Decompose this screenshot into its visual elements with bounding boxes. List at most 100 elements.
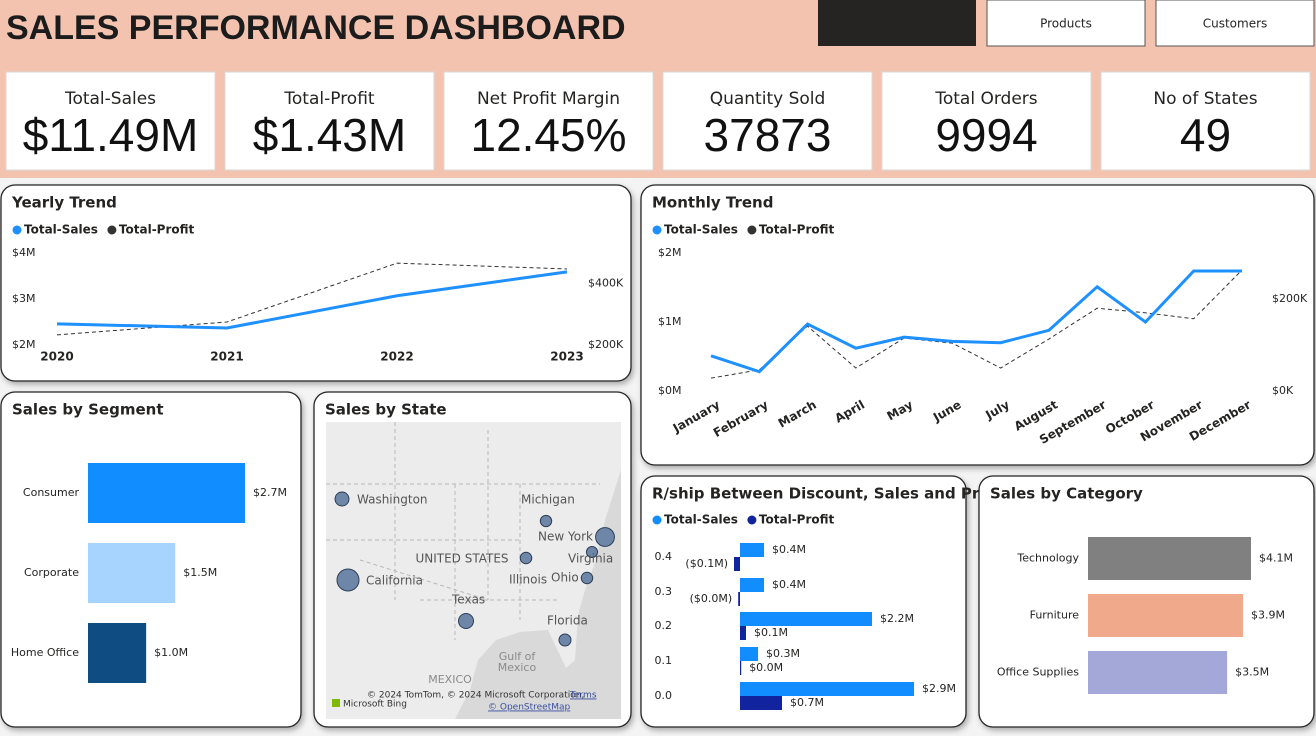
value-label: $0.4M xyxy=(772,543,806,556)
bar xyxy=(738,592,740,606)
kpi-card xyxy=(443,71,654,171)
kpi-card xyxy=(224,71,435,171)
bar xyxy=(1088,594,1244,637)
legend-label: Total-Sales xyxy=(24,223,98,237)
nav-button[interactable] xyxy=(986,0,1146,47)
value-label: $3.5M xyxy=(1235,666,1269,679)
y-tick-label: Home Office xyxy=(11,646,79,659)
y-tick-label: Corporate xyxy=(24,566,79,579)
nav-label[interactable]: Sales xyxy=(881,17,913,31)
dashboard-title: SALES PERFORMANCE DASHBOARD xyxy=(6,9,626,47)
bubble xyxy=(539,514,553,528)
y-tick-label: $2M xyxy=(658,246,682,259)
series-line xyxy=(56,270,568,330)
x-tick-label: 2020 xyxy=(40,350,73,364)
x-tick-label: 2023 xyxy=(550,350,583,364)
y-tick-label: $1M xyxy=(658,315,682,328)
kpi-label: Net Profit Margin xyxy=(477,89,620,109)
location-label: Ohio xyxy=(551,571,579,585)
legend-label: Total-Sales xyxy=(664,513,738,527)
value-label: $0.4M xyxy=(772,578,806,591)
nav-label[interactable]: Customers xyxy=(1203,17,1268,31)
location-label: Michigan xyxy=(521,493,575,507)
bar xyxy=(1088,651,1228,694)
map-link[interactable]: Terms xyxy=(569,691,597,701)
kpi-value: 37873 xyxy=(704,109,832,161)
nav-label[interactable]: Products xyxy=(1040,17,1092,31)
kpi-label: Total-Profit xyxy=(283,89,375,109)
bar xyxy=(740,696,782,710)
legend-label: Total-Profit xyxy=(759,223,835,237)
value-label: $0.0M xyxy=(749,661,783,674)
y-tick-label: 0.4 xyxy=(655,550,673,563)
bubble xyxy=(558,633,572,647)
kpi-card xyxy=(5,71,216,171)
map-label: Gulf of xyxy=(499,650,537,663)
map-logo-icon xyxy=(332,699,340,707)
panel-title: Sales by Segment xyxy=(12,401,164,419)
y-tick-label: $0M xyxy=(658,384,682,397)
kpi-value: $1.43M xyxy=(253,109,406,161)
map-border xyxy=(359,559,489,601)
map-label: MEXICO xyxy=(428,673,472,686)
panel-title: Yearly Trend xyxy=(11,194,117,212)
value-label: $4.1M xyxy=(1259,552,1293,565)
bar xyxy=(740,647,758,661)
value-label: ($0.0M) xyxy=(690,592,733,605)
value-label: $2.9M xyxy=(922,682,956,695)
legend-marker xyxy=(652,225,662,235)
bubble xyxy=(519,551,533,565)
bubble xyxy=(585,545,599,559)
legend-label: Total-Sales xyxy=(664,223,738,237)
map-logo: Microsoft Bing xyxy=(343,700,407,710)
legend-marker xyxy=(747,225,757,235)
bubble xyxy=(595,527,615,547)
kpi-value: 49 xyxy=(1180,109,1231,161)
location-label: Florida xyxy=(547,614,588,628)
y-tick-label: $2M xyxy=(12,338,36,351)
value-label: $0.7M xyxy=(790,696,824,709)
y2-tick-label: $200K xyxy=(1272,292,1308,305)
kpi-card xyxy=(881,71,1092,171)
kpi-value: 12.45% xyxy=(470,109,626,161)
map-link[interactable]: © OpenStreetMap xyxy=(488,703,571,713)
panel-title: R/ship Between Discount, Sales and Profi… xyxy=(652,485,1008,503)
bubble xyxy=(580,571,594,585)
location-label: New York xyxy=(538,530,593,544)
panel-title: Sales by Category xyxy=(990,485,1143,503)
location-label: Texas xyxy=(451,593,485,607)
nav-button[interactable] xyxy=(1155,0,1315,47)
panel xyxy=(640,475,967,728)
y-tick-label: $4M xyxy=(12,246,36,259)
y-tick-label: Consumer xyxy=(23,486,80,499)
value-label: $2.2M xyxy=(880,612,914,625)
kpi-card xyxy=(662,71,873,171)
value-label: ($0.1M) xyxy=(685,557,728,570)
y-tick-label: 0.2 xyxy=(655,619,673,632)
x-tick-label: 2021 xyxy=(210,350,243,364)
bar xyxy=(740,682,914,696)
location-label: Washington xyxy=(357,493,428,507)
series-line xyxy=(710,269,1242,374)
y-tick-label: 0.0 xyxy=(655,689,673,702)
kpi-label: Total-Sales xyxy=(64,89,156,109)
panel-title: Monthly Trend xyxy=(652,194,773,212)
value-label: $3.9M xyxy=(1251,609,1285,622)
panel-title: Sales by State xyxy=(325,401,447,419)
nav-button[interactable] xyxy=(818,0,976,46)
bubble xyxy=(336,568,360,592)
value-label: $1.0M xyxy=(154,646,188,659)
map-attribution: © 2024 TomTom, © 2024 Microsoft Corporat… xyxy=(367,691,584,701)
y-tick-label: $3M xyxy=(12,292,36,305)
kpi-value: $11.49M xyxy=(23,109,199,161)
bar xyxy=(734,557,740,571)
kpi-label: No of States xyxy=(1153,89,1257,109)
kpi-value: 9994 xyxy=(935,109,1037,161)
legend-marker xyxy=(652,515,662,525)
bar xyxy=(740,626,746,640)
legend-marker xyxy=(107,225,117,235)
bubble xyxy=(334,491,350,507)
panel xyxy=(0,184,632,382)
y2-tick-label: $400K xyxy=(588,277,624,290)
